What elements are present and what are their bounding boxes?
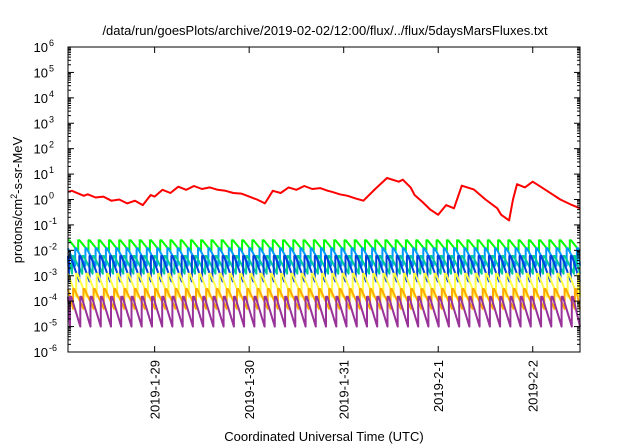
y-axis-label-sup: 2: [9, 194, 19, 199]
series-line-3: [67, 255, 581, 275]
x-tick-label: 2019-1-29: [148, 360, 163, 419]
x-tick-label: 2019-1-30: [242, 360, 257, 419]
x-tick-label: 2019-2-1: [431, 360, 446, 412]
y-tick-label: 10: [34, 218, 48, 233]
y-tick-base: 10: [34, 243, 48, 258]
y-axis-label-pre: protons/cm: [10, 199, 25, 263]
series-line-1: [68, 239, 581, 253]
y-tick-base: 10: [34, 65, 48, 80]
y-tick-exponent: -2: [49, 241, 57, 251]
y-tick-exponent: -4: [49, 292, 57, 302]
series-line-0: [67, 177, 581, 222]
y-tick-base: 10: [34, 320, 48, 335]
y-tick-label: 10: [34, 91, 48, 106]
y-tick-label: 10: [34, 167, 48, 182]
y-tick-exponent: 2: [49, 140, 54, 150]
y-tick-exponent: -1: [49, 216, 57, 226]
chart-title: /data/run/goesPlots/archive/2019-02-02/1…: [102, 23, 548, 38]
y-tick-label: 10: [34, 40, 48, 55]
x-tick-label: 2019-2-2: [526, 360, 541, 412]
series-layer: [67, 177, 581, 328]
series-line-7: [67, 295, 581, 328]
y-tick-base: 10: [34, 193, 48, 208]
y-tick-label: 10: [34, 142, 48, 157]
y-tick-label: 10: [34, 243, 48, 258]
y-tick-label: 10: [34, 345, 48, 360]
y-tick-label: 10: [34, 65, 48, 80]
y-axis-label: protons/cm2-s-sr-MeV: [9, 136, 25, 263]
y-tick-label: 10: [34, 193, 48, 208]
y-tick-exponent: -6: [49, 343, 57, 353]
y-tick-exponent: -3: [49, 267, 57, 277]
x-tick-label: 2019-1-31: [337, 360, 352, 419]
y-axis-label-post: -s-sr-MeV: [10, 136, 25, 193]
y-tick-base: 10: [34, 269, 48, 284]
x-axis-label: Coordinated Universal Time (UTC): [224, 429, 423, 444]
y-tick-label: 10: [34, 269, 48, 284]
y-tick-label: 10: [34, 320, 48, 335]
y-tick-exponent: -5: [49, 318, 57, 328]
x-axis: 2019-1-29 2019-1-30 2019-1-31 2019-2-1 2019-…: [148, 47, 541, 419]
y-tick-base: 10: [34, 116, 48, 131]
y-tick-base: 10: [34, 91, 48, 106]
y-tick-exponent: 0: [49, 191, 54, 201]
y-tick-base: 10: [34, 345, 48, 360]
y-tick-exponent: 4: [49, 89, 54, 99]
y-tick-base: 10: [34, 218, 48, 233]
y-tick-base: 10: [34, 142, 48, 157]
y-tick-label: 10: [34, 116, 48, 131]
y-tick-label: 10: [34, 294, 48, 309]
y-tick-base: 10: [34, 40, 48, 55]
y-tick-exponent: 3: [49, 114, 54, 124]
y-tick-base: 10: [34, 167, 48, 182]
y-tick-base: 10: [34, 294, 48, 309]
y-axis: 10 -610 -510 -410 -310 -210 -110 010 110 210 310 41…: [34, 38, 580, 360]
y-tick-exponent: 5: [49, 63, 54, 73]
y-tick-exponent: 6: [49, 38, 54, 48]
y-tick-exponent: 1: [49, 165, 54, 175]
